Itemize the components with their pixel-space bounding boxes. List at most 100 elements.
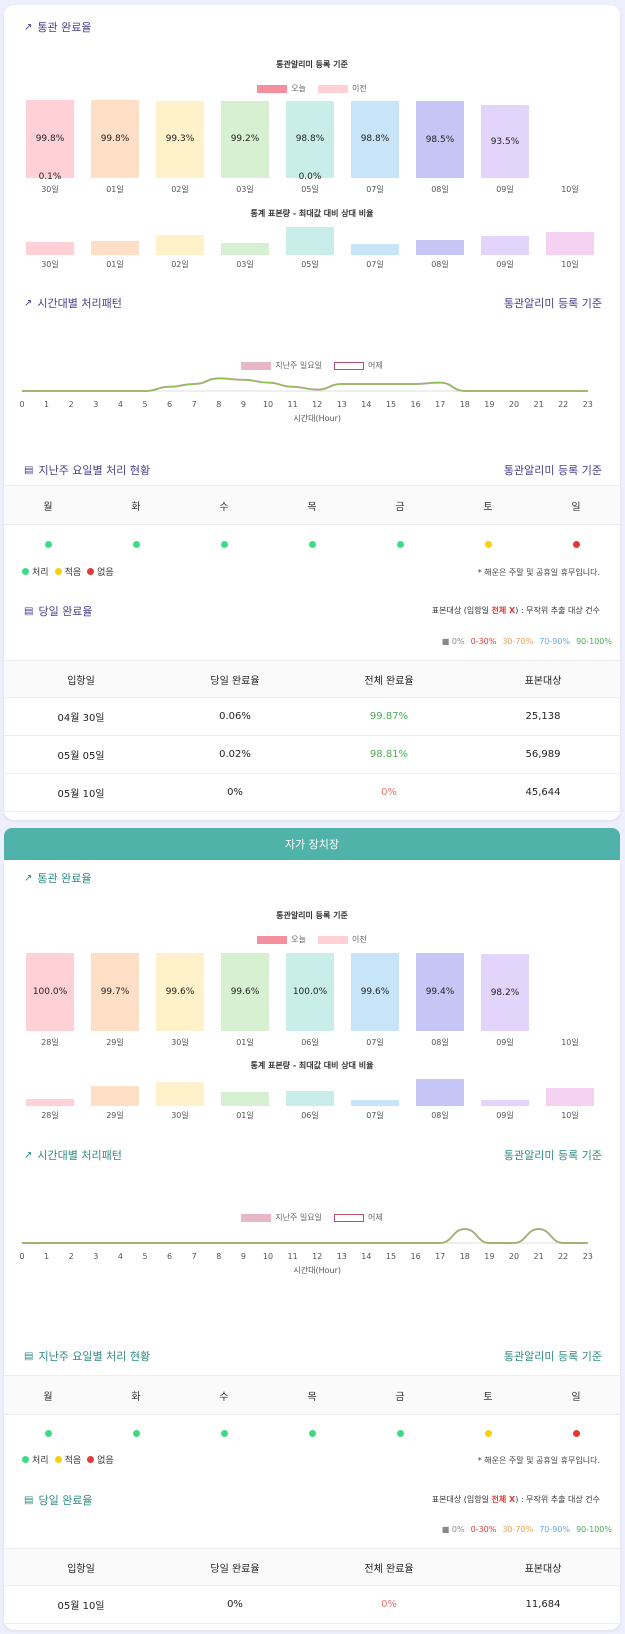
bar-column: 99.6% xyxy=(221,953,269,1031)
completion-bar-chart: 100.0% 28일 99.7% 29일 99.6% 30일 99.6% 01일 100.0% 0… xyxy=(4,953,620,1048)
weekday-label: 금 xyxy=(395,501,405,513)
hour-tick-label: 21 xyxy=(534,1252,544,1261)
ratio-bar[interactable] xyxy=(91,241,139,255)
weekly-title: ▤ 지난주 요일별 처리 현황 xyxy=(24,1350,151,1363)
completion-bar[interactable]: 98.8% xyxy=(286,100,334,178)
status-few: 적음 xyxy=(54,565,81,578)
hour-tick-label: 4 xyxy=(118,1252,123,1261)
bar-value-label: 99.6% xyxy=(230,987,260,998)
ratio-bar[interactable] xyxy=(546,232,594,255)
table-cell: 0% xyxy=(381,1599,397,1610)
ratio-bar[interactable] xyxy=(156,1082,204,1106)
completion-bar[interactable]: 99.8% xyxy=(26,100,74,178)
table-cell: 05월 10일 xyxy=(57,1601,105,1612)
table-row[interactable]: 05월 10일 0% 0% 45,644 xyxy=(4,774,620,812)
hour-tick-label: 20 xyxy=(509,1252,519,1261)
bar-x-label: 09일 xyxy=(496,185,514,194)
status-dot xyxy=(132,1429,140,1437)
calendar-icon: ▤ xyxy=(24,464,34,476)
bar-x-label: 10일 xyxy=(561,1038,579,1047)
ratio-bar[interactable] xyxy=(286,227,334,255)
hour-tick-label: 18 xyxy=(460,1252,470,1261)
table-cell: 0% xyxy=(227,787,243,798)
range-legend-item: 90-100% xyxy=(576,637,612,646)
weekday-status-cell xyxy=(4,1418,92,1448)
ratio-bar[interactable] xyxy=(546,1087,594,1106)
completion-bar[interactable]: 99.8% xyxy=(91,100,139,178)
ratio-bar[interactable] xyxy=(416,1079,464,1106)
hourly-basis-link[interactable]: 통관알리미 등록 기준 xyxy=(503,1149,602,1162)
self-storage-banner: 자가 장치장 xyxy=(4,828,620,860)
status-few: 적음 xyxy=(54,1453,81,1466)
hourly-basis-link[interactable]: 통관알리미 등록 기준 xyxy=(503,297,602,310)
ratio-bar[interactable] xyxy=(481,235,529,255)
table-header-cell: 전체 완료율 xyxy=(364,675,414,687)
ratio-bar[interactable] xyxy=(416,239,464,255)
weekday-label: 일 xyxy=(571,501,581,513)
completion-bar[interactable]: 98.5% xyxy=(416,101,464,178)
completion-bar[interactable]: 99.6% xyxy=(351,953,399,1031)
completion-bar[interactable]: 99.6% xyxy=(221,953,269,1031)
status-dot xyxy=(220,1429,228,1437)
ratio-bar[interactable] xyxy=(351,1099,399,1106)
daily-completion-table: 입항일 당일 완료율 전체 완료율 표본대상 04월 30일 0.06% 99.87% 25,… xyxy=(4,660,620,812)
ratio-x-label: 06일 xyxy=(301,1111,319,1120)
range-legend: ■ 0% 0-30% 30-70% 70-90% 90-100% xyxy=(442,637,612,646)
ratio-bar[interactable] xyxy=(156,234,204,255)
weekly-basis-link[interactable]: 통관알리미 등록 기준 xyxy=(503,464,602,477)
completion-bar[interactable]: 100.0% xyxy=(26,953,74,1031)
hourly-series-line xyxy=(21,377,588,392)
table-row[interactable]: 04월 30일 0.06% 99.87% 25,138 xyxy=(4,698,620,736)
ratio-x-label: 07일 xyxy=(366,260,384,269)
ratio-bar[interactable] xyxy=(221,1092,269,1106)
completion-bar[interactable]: 99.4% xyxy=(416,953,464,1031)
bar-x-label: 05일 xyxy=(301,185,319,194)
range-square-icon: ■ xyxy=(441,1525,452,1534)
completion-bar[interactable]: 100.0% xyxy=(286,953,334,1031)
completion-bar[interactable]: 99.3% xyxy=(156,100,204,178)
completion-bar[interactable]: 99.7% xyxy=(91,953,139,1031)
completion-bar[interactable]: 98.8% xyxy=(351,100,399,178)
completion-bar[interactable]: 99.2% xyxy=(221,100,269,178)
ratio-bar[interactable] xyxy=(221,243,269,255)
bar-column: 100.0% xyxy=(26,953,74,1031)
status-dot xyxy=(572,540,580,548)
trend-icon: ↗ xyxy=(24,872,33,884)
completion-legend: 오늘 이전 xyxy=(4,83,620,94)
table-row[interactable]: 05월 05일 0.02% 98.81% 56,989 xyxy=(4,736,620,774)
bar-value-label: 93.5% xyxy=(490,136,520,147)
hour-tick-label: 7 xyxy=(192,400,197,409)
ratio-bar[interactable] xyxy=(481,1100,529,1106)
bar-column: 99.4% xyxy=(416,953,464,1031)
table-row[interactable]: 05월 10일 0% 0% 11,684 xyxy=(4,1586,620,1624)
ratio-bar[interactable] xyxy=(26,242,74,255)
hour-tick-label: 15 xyxy=(386,400,396,409)
completion-bar[interactable]: 99.6% xyxy=(156,953,204,1031)
hour-tick-label: 8 xyxy=(216,400,221,409)
hourly-series-line xyxy=(21,1227,588,1244)
ratio-bar[interactable] xyxy=(286,1091,334,1106)
table-cell: 0% xyxy=(381,787,397,798)
ratio-bar[interactable] xyxy=(91,1085,139,1106)
weekday-status-cell xyxy=(444,529,532,559)
bar-value-label: 99.2% xyxy=(230,134,260,145)
weekly-basis-link[interactable]: 통관알리미 등록 기준 xyxy=(503,1350,602,1363)
ratio-x-label: 01일 xyxy=(106,260,124,269)
hour-tick-label: 3 xyxy=(93,400,98,409)
weekend-note: * 해운은 주말 및 공휴일 휴무입니다. xyxy=(477,1456,600,1465)
status-dot xyxy=(396,540,404,548)
ratio-bar[interactable] xyxy=(26,1099,74,1106)
bar-column: 99.3% xyxy=(156,100,204,178)
status-done: 처리 xyxy=(22,565,49,578)
legend-prev-swatch xyxy=(318,84,348,93)
table-cell: 98.81% xyxy=(369,749,409,760)
bar-value-label: 98.8% xyxy=(360,134,390,145)
weekday-label: 화 xyxy=(131,501,141,513)
weekday-label: 토 xyxy=(483,501,493,513)
ratio-bar[interactable] xyxy=(351,243,399,255)
completion-bar[interactable]: 98.2% xyxy=(481,954,529,1031)
table-cell: 99.87% xyxy=(369,711,409,722)
completion-bar[interactable]: 93.5% xyxy=(481,105,529,178)
